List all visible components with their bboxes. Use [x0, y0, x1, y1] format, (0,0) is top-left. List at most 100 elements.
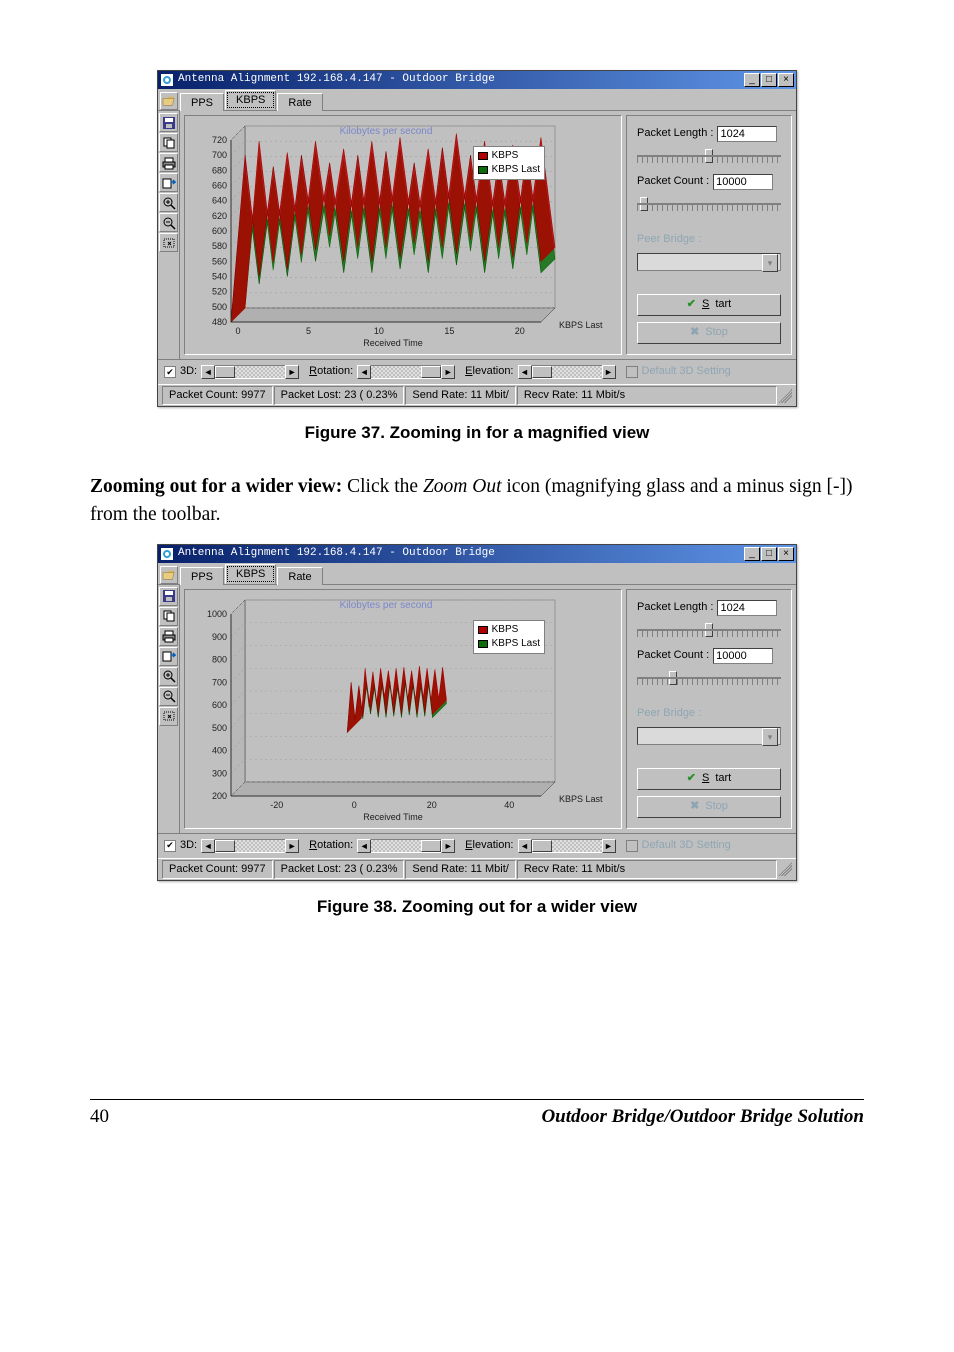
bottom-controls: ✔ 3D: ◄► Rotation: ◄► Elevation: ◄► Defa… [158, 833, 796, 858]
elevation-scroll[interactable]: ◄► [518, 364, 616, 380]
status-packet-count: Packet Count: 9977 [162, 860, 273, 879]
tab-kbps-label: KBPS [236, 94, 265, 106]
maximize-button[interactable]: □ [761, 547, 777, 561]
tab-kbps[interactable]: KBPS [225, 90, 276, 110]
svg-text:Received Time: Received Time [363, 812, 423, 822]
packet-length-slider[interactable] [637, 626, 781, 634]
stop-button[interactable]: ✖Stop [637, 796, 781, 818]
tab-rate[interactable]: Rate [277, 93, 322, 111]
x-icon: ✖ [690, 799, 699, 814]
close-button[interactable]: × [778, 547, 794, 561]
minimize-button[interactable]: _ [744, 547, 760, 561]
start-button[interactable]: ✔Start [637, 768, 781, 790]
3d-checkbox[interactable]: ✔ [164, 366, 176, 378]
export-icon[interactable] [159, 173, 178, 192]
packet-length-slider[interactable] [637, 152, 781, 160]
tab-kbps[interactable]: KBPS [225, 564, 276, 584]
elevation-label: Elevation: [465, 364, 513, 379]
3d-scroll[interactable]: ◄► [201, 364, 299, 380]
packet-length-input[interactable] [717, 126, 777, 142]
peer-bridge-combo[interactable] [637, 253, 781, 271]
3d-scroll[interactable]: ◄► [201, 838, 299, 854]
stop-button[interactable]: ✖Stop [637, 322, 781, 344]
packet-count-label: Packet Count : [637, 174, 709, 189]
para-rest1: Click the [342, 476, 423, 497]
rotation-scroll[interactable]: ◄► [357, 838, 455, 854]
packet-count-slider[interactable] [637, 200, 781, 208]
packet-count-input[interactable] [713, 648, 773, 664]
tab-pps[interactable]: PPS [180, 93, 224, 111]
export-icon[interactable] [159, 647, 178, 666]
zoom-in-icon[interactable] [159, 193, 178, 212]
side-toolbar [158, 111, 180, 359]
start-button-label: S [702, 771, 709, 786]
svg-text:700: 700 [212, 677, 227, 687]
legend: KBPS KBPS Last [473, 620, 545, 654]
save-icon[interactable] [159, 113, 178, 132]
peer-bridge-combo[interactable] [637, 727, 781, 745]
window-buttons: _ □ × [744, 547, 794, 561]
app-window-fig38: Antenna Alignment 192.168.4.147 - Outdoo… [157, 544, 797, 881]
tab-rate[interactable]: Rate [277, 567, 322, 585]
right-panel: Packet Length : Packet Count : Peer Brid… [626, 589, 792, 829]
tab-kbps-label: KBPS [236, 568, 265, 580]
side-toolbar [158, 585, 180, 833]
3d-checkbox[interactable]: ✔ [164, 840, 176, 852]
titlebar: Antenna Alignment 192.168.4.147 - Outdoo… [158, 545, 796, 563]
tab-pps-label: PPS [191, 571, 213, 583]
packet-length-input[interactable] [717, 600, 777, 616]
elevation-scroll[interactable]: ◄► [518, 838, 616, 854]
svg-text:720: 720 [212, 135, 227, 145]
resize-grip[interactable] [778, 389, 792, 403]
open-icon[interactable] [160, 92, 178, 110]
save-icon[interactable] [159, 587, 178, 606]
svg-text:KBPS Last: KBPS Last [559, 320, 603, 330]
zoom-out-icon[interactable] [159, 213, 178, 232]
figure38-caption: Figure 38. Zooming out for a wider view [90, 895, 864, 919]
start-button[interactable]: ✔Start [637, 294, 781, 316]
titlebar: Antenna Alignment 192.168.4.147 - Outdoo… [158, 71, 796, 89]
svg-text:15: 15 [444, 326, 454, 336]
svg-text:-20: -20 [270, 800, 283, 810]
legend: KBPS KBPS Last [473, 146, 545, 180]
minimize-button[interactable]: _ [744, 73, 760, 87]
reset-zoom-icon[interactable] [159, 233, 178, 252]
resize-grip[interactable] [778, 862, 792, 876]
tab-rate-label: Rate [288, 97, 311, 109]
print-icon[interactable] [159, 627, 178, 646]
maximize-button[interactable]: □ [761, 73, 777, 87]
svg-text:700: 700 [212, 150, 227, 160]
rotation-scroll[interactable]: ◄► [357, 364, 455, 380]
packet-count-slider[interactable] [637, 674, 781, 682]
packet-count-input[interactable] [713, 174, 773, 190]
status-packet-lost: Packet Lost: 23 ( 0.23% [274, 386, 405, 405]
zoom-in-icon[interactable] [159, 667, 178, 686]
svg-text:1000: 1000 [207, 609, 227, 619]
status-send-rate: Send Rate: 11 Mbit/ [405, 386, 515, 405]
check-icon: ✔ [687, 297, 696, 312]
svg-text:540: 540 [212, 272, 227, 282]
svg-text:500: 500 [212, 302, 227, 312]
status-send-rate: Send Rate: 11 Mbit/ [405, 860, 515, 879]
tab-pps[interactable]: PPS [180, 567, 224, 585]
para-em: Zoom Out [423, 476, 502, 497]
print-icon[interactable] [159, 153, 178, 172]
stop-button-label: Stop [705, 325, 728, 340]
window-title: Antenna Alignment 192.168.4.147 - Outdoo… [178, 72, 744, 87]
svg-text:400: 400 [212, 745, 227, 755]
default3d-checkbox[interactable] [626, 840, 638, 852]
svg-text:20: 20 [515, 326, 525, 336]
close-button[interactable]: × [778, 73, 794, 87]
reset-zoom-icon[interactable] [159, 707, 178, 726]
packet-length-label: Packet Length : [637, 600, 713, 615]
check-icon: ✔ [687, 771, 696, 786]
zoom-out-icon[interactable] [159, 687, 178, 706]
copy-icon[interactable] [159, 607, 178, 626]
svg-text:680: 680 [212, 165, 227, 175]
peer-bridge-label: Peer Bridge : [637, 706, 781, 721]
default3d-checkbox[interactable] [626, 366, 638, 378]
bottom-controls: ✔ 3D: ◄► Rotation: ◄► Elevation: ◄► Defa… [158, 359, 796, 384]
open-icon[interactable] [160, 566, 178, 584]
window-buttons: _ □ × [744, 73, 794, 87]
copy-icon[interactable] [159, 133, 178, 152]
